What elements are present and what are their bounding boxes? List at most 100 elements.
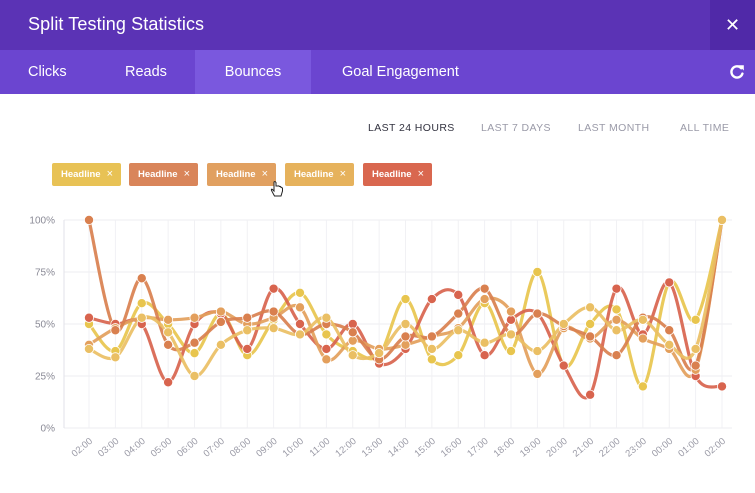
data-point[interactable]: [321, 354, 332, 365]
data-point[interactable]: [426, 331, 437, 342]
close-button[interactable]: ✕: [710, 0, 755, 50]
data-point[interactable]: [505, 314, 516, 325]
data-point[interactable]: [347, 350, 358, 361]
data-point[interactable]: [426, 343, 437, 354]
data-point[interactable]: [479, 294, 490, 305]
data-point[interactable]: [558, 318, 569, 329]
data-point[interactable]: [294, 302, 305, 313]
headline-chip[interactable]: Headline ×: [207, 163, 276, 186]
data-point[interactable]: [453, 289, 464, 300]
data-point[interactable]: [268, 283, 279, 294]
data-point[interactable]: [189, 348, 200, 359]
data-point[interactable]: [532, 308, 543, 319]
data-point[interactable]: [84, 214, 95, 225]
range-last-7-days[interactable]: LAST 7 DAYS: [481, 122, 551, 134]
data-point[interactable]: [163, 314, 174, 325]
data-point[interactable]: [321, 312, 332, 323]
data-point[interactable]: [585, 389, 596, 400]
data-point[interactable]: [294, 318, 305, 329]
data-point[interactable]: [163, 327, 174, 338]
data-point[interactable]: [611, 350, 622, 361]
range-all-time[interactable]: ALL TIME: [680, 122, 730, 134]
data-point[interactable]: [215, 316, 226, 327]
data-point[interactable]: [400, 331, 411, 342]
remove-chip-icon[interactable]: ×: [417, 168, 424, 180]
data-point[interactable]: [242, 312, 253, 323]
data-point[interactable]: [505, 346, 516, 357]
data-point[interactable]: [268, 323, 279, 334]
remove-chip-icon[interactable]: ×: [106, 168, 113, 180]
data-point[interactable]: [163, 339, 174, 350]
data-point[interactable]: [242, 343, 253, 354]
data-point[interactable]: [453, 325, 464, 336]
data-point[interactable]: [215, 339, 226, 350]
data-point[interactable]: [558, 360, 569, 371]
data-point[interactable]: [585, 331, 596, 342]
data-point[interactable]: [664, 325, 675, 336]
data-point[interactable]: [242, 325, 253, 336]
data-point[interactable]: [611, 325, 622, 336]
data-point[interactable]: [664, 339, 675, 350]
tab-bounces[interactable]: Bounces: [195, 50, 311, 94]
data-point[interactable]: [637, 333, 648, 344]
data-point[interactable]: [717, 381, 728, 392]
data-point[interactable]: [426, 354, 437, 365]
data-point[interactable]: [637, 381, 648, 392]
data-point[interactable]: [110, 325, 121, 336]
data-point[interactable]: [664, 277, 675, 288]
remove-chip-icon[interactable]: ×: [183, 168, 190, 180]
data-point[interactable]: [321, 329, 332, 340]
tab-clicks[interactable]: Clicks: [28, 64, 67, 80]
data-point[interactable]: [347, 327, 358, 338]
data-point[interactable]: [453, 350, 464, 361]
tab-reads[interactable]: Reads: [125, 64, 167, 80]
remove-chip-icon[interactable]: ×: [339, 168, 346, 180]
data-point[interactable]: [110, 352, 121, 363]
data-point[interactable]: [163, 377, 174, 388]
data-point[interactable]: [426, 294, 437, 305]
headline-chip[interactable]: Headline ×: [363, 163, 432, 186]
data-point[interactable]: [585, 318, 596, 329]
data-point[interactable]: [136, 273, 147, 284]
headline-chip[interactable]: Headline ×: [285, 163, 354, 186]
data-point[interactable]: [400, 294, 411, 305]
range-last-month[interactable]: LAST MONTH: [578, 122, 650, 134]
data-point[interactable]: [84, 312, 95, 323]
data-point[interactable]: [505, 329, 516, 340]
data-point[interactable]: [347, 318, 358, 329]
data-point[interactable]: [690, 314, 701, 325]
data-point[interactable]: [505, 306, 516, 317]
data-point[interactable]: [189, 312, 200, 323]
data-point[interactable]: [717, 214, 728, 225]
data-point[interactable]: [84, 343, 95, 354]
data-point[interactable]: [479, 337, 490, 348]
data-point[interactable]: [690, 360, 701, 371]
data-point[interactable]: [479, 350, 490, 361]
data-point[interactable]: [294, 329, 305, 340]
data-point[interactable]: [453, 308, 464, 319]
data-point[interactable]: [611, 283, 622, 294]
data-point[interactable]: [611, 314, 622, 325]
data-point[interactable]: [611, 304, 622, 315]
data-point[interactable]: [294, 287, 305, 298]
headline-chip[interactable]: Headline ×: [129, 163, 198, 186]
data-point[interactable]: [690, 343, 701, 354]
refresh-button[interactable]: [727, 62, 747, 82]
data-point[interactable]: [268, 306, 279, 317]
data-point[interactable]: [347, 335, 358, 346]
data-point[interactable]: [400, 318, 411, 329]
data-point[interactable]: [532, 266, 543, 277]
headline-chip[interactable]: Headline ×: [52, 163, 121, 186]
data-point[interactable]: [479, 283, 490, 294]
data-point[interactable]: [637, 314, 648, 325]
data-point[interactable]: [321, 343, 332, 354]
data-point[interactable]: [374, 348, 385, 359]
data-point[interactable]: [136, 298, 147, 309]
data-point[interactable]: [136, 312, 147, 323]
data-point[interactable]: [215, 306, 226, 317]
data-point[interactable]: [585, 302, 596, 313]
data-point[interactable]: [400, 339, 411, 350]
data-point[interactable]: [189, 337, 200, 348]
tab-goal-engagement[interactable]: Goal Engagement: [342, 64, 459, 80]
range-last-24-hours[interactable]: LAST 24 HOURS: [368, 122, 455, 134]
